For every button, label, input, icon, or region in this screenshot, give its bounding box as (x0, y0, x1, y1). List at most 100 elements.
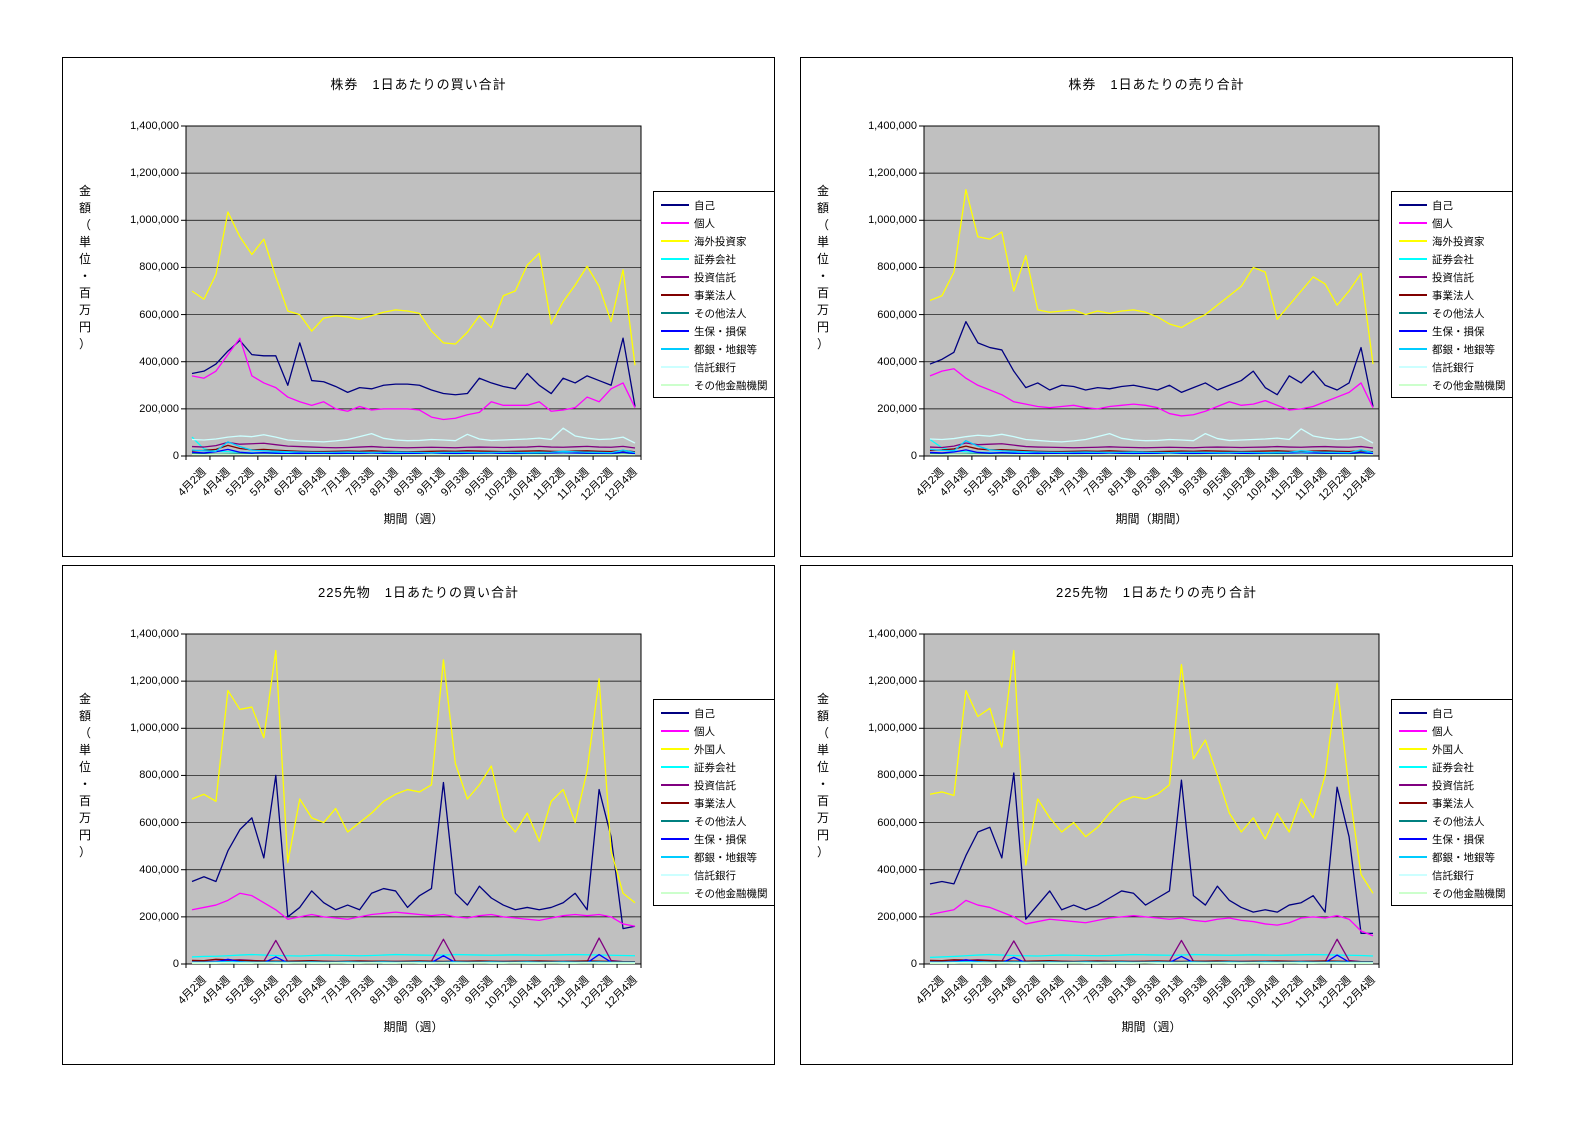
y-axis-tick-label: 600,000 (877, 816, 917, 829)
legend-item: 自己 (654, 704, 774, 722)
legend-line-swatch (1399, 258, 1427, 260)
series-line-その他金融機関 (191, 453, 636, 456)
series-line-生保・損保 (191, 448, 636, 455)
legend-label: 外国人 (1432, 743, 1464, 756)
legend-line-swatch (661, 802, 689, 804)
legend-item: 事業法人 (1392, 286, 1512, 304)
legend-item: 生保・損保 (654, 830, 774, 848)
legend-label: 個人 (694, 217, 715, 230)
y-axis-tick-label: 800,000 (877, 261, 917, 274)
y-axis-title-char: 単 (78, 235, 91, 249)
y-axis-title-char: 金 (78, 692, 91, 706)
legend-line-swatch (1399, 294, 1427, 296)
x-axis-title: 期間（期間） (1115, 512, 1188, 526)
y-axis-title-char: 位 (78, 252, 91, 266)
legend-label: 信託銀行 (1432, 361, 1474, 374)
y-axis-title-char: 単 (816, 235, 829, 249)
y-axis-tick-label: 1,400,000 (868, 120, 917, 132)
legend-label: その他金融機関 (1432, 887, 1506, 900)
y-axis-title-char: 万 (78, 303, 91, 317)
y-axis-tick-label: 600,000 (139, 816, 179, 829)
plot-background (185, 125, 642, 457)
y-axis-title-char: 額 (78, 201, 91, 215)
chart-title: 225先物 1日あたりの売り合計 (1056, 585, 1257, 600)
legend-label: 都銀・地銀等 (1432, 343, 1495, 356)
y-axis-title-char: ・ (816, 269, 829, 283)
legend-line-swatch (661, 748, 689, 750)
legend-item: 都銀・地銀等 (654, 340, 774, 358)
series-line-証券会社 (929, 953, 1374, 959)
series-line-海外投資家 (929, 188, 1374, 365)
y-axis-title-char: 万 (816, 303, 829, 317)
y-axis-tick-label: 1,200,000 (868, 167, 917, 180)
y-axis-title-char: （ (816, 726, 829, 740)
y-axis-title-char: 百 (78, 286, 91, 300)
legend-label: 海外投資家 (1432, 235, 1485, 248)
legend-label: 証券会社 (1432, 253, 1474, 266)
legend-item: 生保・損保 (1392, 830, 1512, 848)
y-axis-tick-label: 600,000 (139, 308, 179, 321)
x-axis-title: 期間（週） (1121, 1020, 1182, 1034)
legend-label: その他法人 (694, 307, 747, 320)
legend-label: 自己 (694, 707, 715, 720)
legend-item: 証券会社 (1392, 758, 1512, 776)
y-axis-title-char: 額 (816, 709, 829, 723)
legend-label: 都銀・地銀等 (1432, 851, 1495, 864)
legend-label: 証券会社 (694, 761, 736, 774)
series-line-自己 (929, 772, 1374, 935)
legend-line-swatch (661, 312, 689, 314)
y-axis-title-char: 位 (816, 760, 829, 774)
y-axis-title: 金額 （ 単位・百万円 ） (811, 691, 835, 861)
legend-label: 証券会社 (1432, 761, 1474, 774)
legend-line-swatch (661, 712, 689, 714)
y-axis-title-char: 百 (78, 794, 91, 808)
legend-label: 信託銀行 (694, 869, 736, 882)
y-axis-tick-label: 0 (172, 958, 179, 970)
y-axis-title-char: ） (78, 337, 91, 351)
series-line-外国人 (929, 649, 1374, 894)
series-line-個人 (929, 368, 1374, 417)
chart-title: 225先物 1日あたりの買い合計 (318, 585, 519, 600)
legend-item: 個人 (1392, 722, 1512, 740)
legend-line-swatch (1399, 222, 1427, 224)
series-line-投資信託 (191, 441, 636, 449)
y-axis-title-char: （ (78, 218, 91, 232)
legend-item: その他法人 (1392, 304, 1512, 322)
y-axis-title: 金額 （ 単位・百万円 ） (73, 183, 97, 353)
legend-line-swatch (661, 874, 689, 876)
series-line-都銀・地銀等 (191, 441, 636, 454)
legend-line-swatch (661, 366, 689, 368)
legend-line-swatch (661, 838, 689, 840)
y-axis-title-char: 万 (78, 811, 91, 825)
series-line-投資信託 (929, 442, 1374, 449)
legend-line-swatch (661, 766, 689, 768)
y-axis-tick-label: 800,000 (877, 769, 917, 782)
legend-line-swatch (1399, 240, 1427, 242)
series-line-個人 (191, 892, 636, 927)
y-axis-title-char: 万 (816, 811, 829, 825)
legend-item: その他法人 (1392, 812, 1512, 830)
y-axis-title-char: 円 (816, 320, 829, 334)
y-axis-title-char: 額 (816, 201, 829, 215)
legend-line-swatch (1399, 820, 1427, 822)
legend-label: 証券会社 (694, 253, 736, 266)
plot-background (923, 125, 1380, 457)
legend-item: 証券会社 (1392, 250, 1512, 268)
legend-line-swatch (661, 730, 689, 732)
y-axis-title-char: ・ (816, 777, 829, 791)
y-axis-title-char: 単 (78, 743, 91, 757)
legend-line-swatch (1399, 384, 1427, 386)
legend-label: 外国人 (694, 743, 726, 756)
legend-label: 個人 (1432, 725, 1453, 738)
legend-item: 事業法人 (1392, 794, 1512, 812)
y-axis-tick-label: 1,400,000 (130, 628, 179, 640)
legend-item: 生保・損保 (654, 322, 774, 340)
legend-line-swatch (1399, 766, 1427, 768)
y-axis-title-char: 百 (816, 794, 829, 808)
legend-label: 生保・損保 (694, 325, 747, 338)
legend-line-swatch (1399, 802, 1427, 804)
y-axis-tick-label: 1,400,000 (130, 120, 179, 132)
y-axis-tick-label: 200,000 (139, 402, 179, 415)
chart-panel-futures-sell: 225先物 1日あたりの売り合計 金額 （ 単位・百万円 ） 期間（週） 自己 個人 外国… (800, 565, 1513, 1065)
y-axis-tick-label: 400,000 (877, 863, 917, 876)
